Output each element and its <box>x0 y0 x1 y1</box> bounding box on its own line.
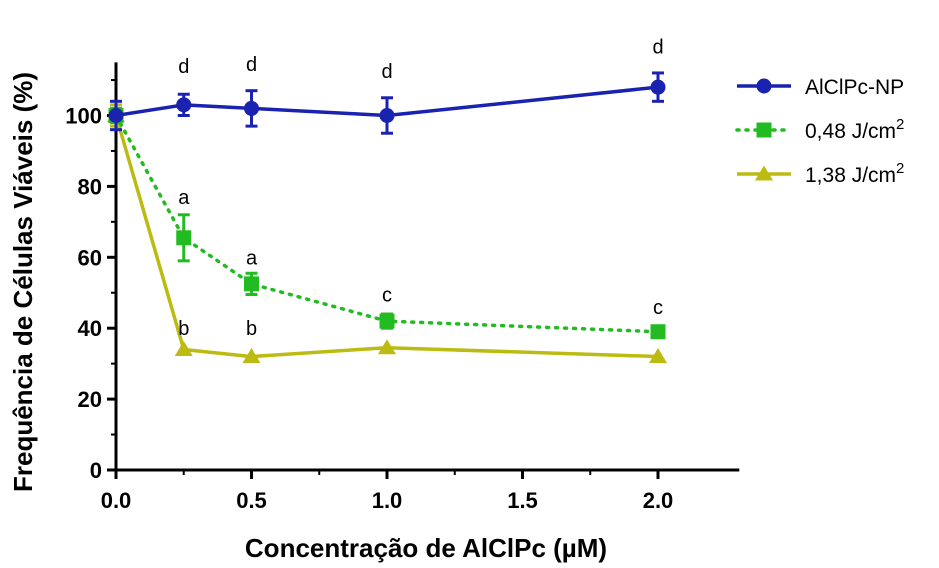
y-tick-label: 100 <box>65 104 102 129</box>
significance-label: c <box>653 297 663 319</box>
data-point <box>244 100 259 116</box>
significance-label: d <box>246 54 257 76</box>
x-tick-label: 1.0 <box>372 488 403 513</box>
y-tick-label: 0 <box>90 458 102 483</box>
legend-entry: 0,48 J/cm2 <box>735 116 904 143</box>
legend-superscript: 2 <box>896 116 904 133</box>
data-point <box>242 348 261 364</box>
data-point <box>649 348 667 364</box>
series-circle <box>108 71 666 135</box>
significance-label: a <box>246 247 258 269</box>
annotation-layer: d d d d a a c c b b <box>178 36 663 340</box>
significance-label: c <box>382 285 392 307</box>
legend-superscript: 2 <box>896 160 904 177</box>
significance-label: b <box>178 318 189 340</box>
legend-entry: AlClPc-NP <box>737 76 904 99</box>
series-layer <box>107 71 667 364</box>
series-line <box>114 113 660 334</box>
axes: 0 20 40 60 80 100 0.0 0.5 1.0 1.5 2.0 <box>65 62 740 513</box>
legend-label: AlClPc-NP <box>805 76 904 99</box>
data-point <box>174 340 193 356</box>
series-square <box>108 106 666 340</box>
data-point <box>176 97 192 113</box>
significance-label: d <box>381 61 392 83</box>
legend-marker <box>756 122 772 138</box>
x-tick-label: 2.0 <box>643 488 674 513</box>
significance-label: b <box>246 318 257 340</box>
legend-entry: 1,38 J/cm2 <box>737 160 904 187</box>
x-tick-label: 0.5 <box>236 488 267 513</box>
y-tick-label: 40 <box>78 316 102 341</box>
y-tick-label: 80 <box>78 174 102 199</box>
legend: AlClPc-NP 0,48 J/cm2 1,38 J/cm2 <box>735 76 904 187</box>
x-tick-label: 1.5 <box>507 488 538 513</box>
data-point <box>650 79 666 95</box>
data-point <box>176 230 192 246</box>
legend-marker <box>756 78 772 94</box>
data-point <box>379 108 395 123</box>
x-axis-title: Concentração de AlClPc (µM) <box>245 533 607 563</box>
x-tick-label: 0.0 <box>101 488 132 513</box>
y-tick-label: 20 <box>78 387 102 412</box>
data-point <box>108 108 124 123</box>
data-point <box>650 324 666 340</box>
data-point <box>378 339 396 355</box>
legend-marker <box>755 165 773 181</box>
significance-label: d <box>178 56 189 78</box>
significance-label: a <box>178 187 190 209</box>
legend-label: 0,48 J/cm2 <box>805 116 904 143</box>
y-axis-title: Frequência de Células Viáveis (%) <box>8 72 38 492</box>
legend-label: 1,38 J/cm2 <box>805 160 904 187</box>
data-point <box>244 276 259 292</box>
data-point <box>379 313 395 329</box>
y-tick-label: 60 <box>78 245 102 270</box>
significance-label: d <box>652 36 663 58</box>
